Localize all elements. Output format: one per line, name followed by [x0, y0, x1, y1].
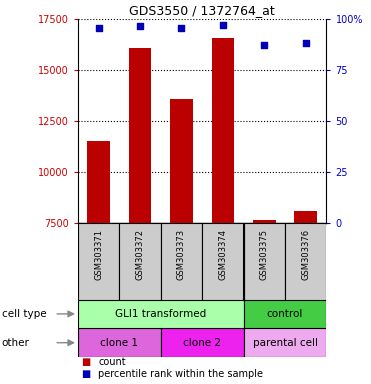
Point	[178, 25, 184, 31]
Text: percentile rank within the sample: percentile rank within the sample	[98, 369, 263, 379]
Text: GSM303371: GSM303371	[94, 229, 103, 280]
Bar	[244, 223, 285, 300]
Text: GLI1 transformed: GLI1 transformed	[115, 309, 206, 319]
Bar	[87, 141, 110, 223]
Text: control: control	[267, 309, 303, 319]
Text: other: other	[2, 338, 30, 348]
Text: parental cell: parental cell	[253, 338, 318, 348]
Text: GSM303373: GSM303373	[177, 229, 186, 280]
Text: GSM303375: GSM303375	[260, 229, 269, 280]
Bar	[78, 328, 161, 357]
Point	[261, 41, 267, 48]
Bar	[129, 48, 151, 223]
Point	[96, 25, 102, 31]
Bar	[244, 300, 326, 328]
Text: GSM303374: GSM303374	[219, 229, 227, 280]
Text: GSM303372: GSM303372	[135, 229, 145, 280]
Text: count: count	[98, 358, 126, 367]
Point	[220, 22, 226, 28]
Bar	[202, 223, 244, 300]
Bar	[78, 223, 119, 300]
Text: GSM303376: GSM303376	[301, 229, 310, 280]
Bar	[294, 210, 317, 223]
Title: GDS3550 / 1372764_at: GDS3550 / 1372764_at	[129, 3, 275, 17]
Point	[303, 40, 309, 46]
Bar	[161, 223, 202, 300]
Bar	[253, 220, 276, 223]
Text: clone 1: clone 1	[100, 338, 138, 348]
Bar	[244, 328, 326, 357]
Text: ■: ■	[82, 358, 91, 367]
Text: ■: ■	[82, 369, 91, 379]
Bar	[119, 223, 161, 300]
Bar	[161, 328, 244, 357]
Bar	[170, 99, 193, 223]
Text: clone 2: clone 2	[183, 338, 221, 348]
Text: cell type: cell type	[2, 309, 46, 319]
Point	[137, 23, 143, 30]
Bar	[78, 300, 244, 328]
Bar	[285, 223, 326, 300]
Bar	[211, 38, 234, 223]
